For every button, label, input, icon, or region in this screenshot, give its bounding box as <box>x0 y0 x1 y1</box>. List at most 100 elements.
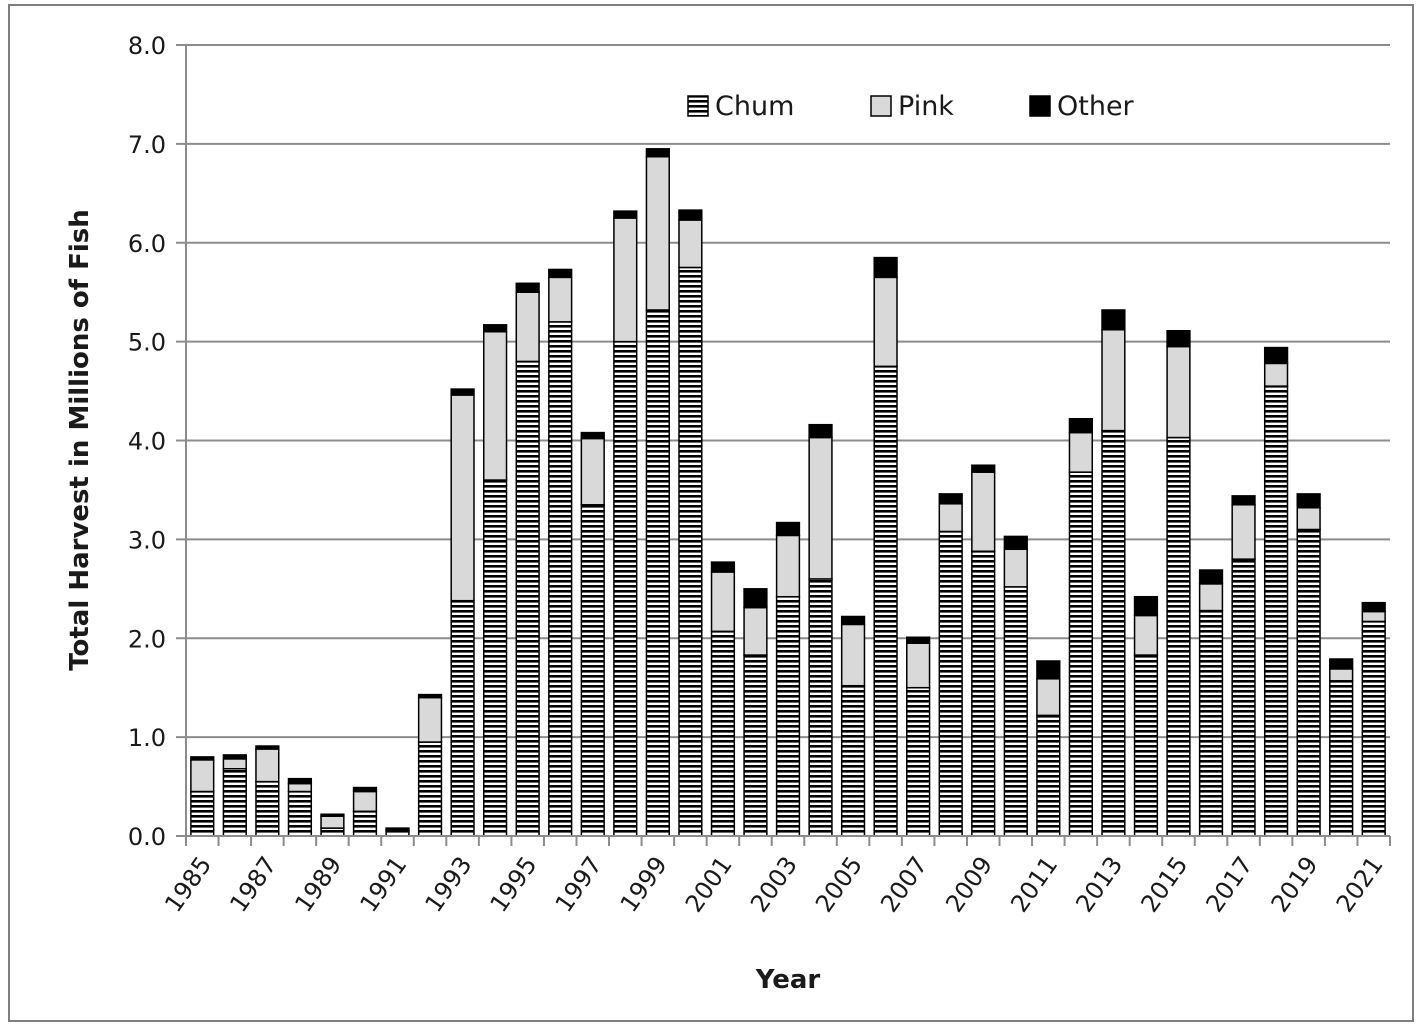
bar-segment-pink <box>1198 583 1224 612</box>
bar-segment-other <box>417 693 443 699</box>
bar-segment-pink <box>515 291 540 363</box>
bar-segment-pink <box>548 276 573 323</box>
y-tick-label: 2.0 <box>128 625 166 653</box>
x-tick-label: 2013 <box>1070 851 1128 917</box>
y-tick-label: 3.0 <box>128 526 166 554</box>
bar-segment-chum <box>710 630 736 837</box>
x-tick-label: 2007 <box>875 851 933 917</box>
bar-segment-chum <box>678 266 703 837</box>
bar-segment-pink <box>190 759 215 793</box>
bar-segment-other <box>808 423 833 439</box>
bar-segment-chum <box>775 595 801 837</box>
x-tick-label: 1999 <box>615 851 673 917</box>
bar-segment-pink <box>1166 345 1191 439</box>
bar-segment-chum <box>613 340 638 837</box>
bar-segment-other <box>906 636 931 644</box>
legend-swatch-other <box>1029 95 1051 117</box>
bar-segment-other <box>1361 601 1386 613</box>
bar-segment-other <box>1296 493 1321 509</box>
bar-segment-other <box>450 388 475 396</box>
x-tick-label: 2009 <box>940 851 998 917</box>
x-tick-label: 1987 <box>224 851 282 917</box>
x-tick-label: 1997 <box>550 851 608 917</box>
x-tick-label: 2011 <box>1005 851 1063 917</box>
bar-segment-chum <box>1198 609 1224 837</box>
x-tick-label: 2003 <box>745 851 803 917</box>
bar-segment-chum <box>255 780 280 837</box>
bar-segment-other <box>287 777 313 785</box>
bar-segment-other <box>1003 535 1028 551</box>
bar-segment-pink <box>1329 668 1354 682</box>
bar-segment-chum <box>222 768 247 837</box>
y-axis-title: Total Harvest in Millions of Fish <box>65 209 95 671</box>
bar-segment-pink <box>613 217 638 343</box>
bar-segment-pink <box>743 606 768 656</box>
bar-segment-other <box>1263 346 1289 365</box>
bar-segment-chum <box>1003 586 1028 837</box>
bar-segment-pink <box>1231 504 1256 560</box>
bar-segment-chum <box>840 684 866 837</box>
y-tick-labels: 0.0 1.0 2.0 3.0 4.0 5.0 6.0 7.0 8.0 <box>128 32 166 851</box>
bar-segment-chum <box>1036 714 1061 837</box>
bar-segment-other <box>1101 309 1126 331</box>
x-tick-label: 2005 <box>810 851 868 917</box>
bar-segment-pink <box>1361 610 1386 623</box>
bar-segment-other <box>385 827 410 831</box>
x-tick-label: 2017 <box>1201 851 1259 917</box>
bar-segment-other <box>515 282 540 293</box>
bar-segment-pink <box>482 330 508 481</box>
bars <box>190 148 1386 837</box>
bar-segment-other <box>352 786 378 793</box>
y-tick-label: 6.0 <box>128 230 166 258</box>
bar-segment-pink <box>1296 506 1321 531</box>
x-tick-label: 1985 <box>159 851 217 917</box>
bar-segment-chum <box>906 686 931 837</box>
bar-segment-other <box>1068 417 1094 434</box>
bar-segment-other <box>548 268 573 279</box>
bar-segment-pink <box>320 815 345 829</box>
x-axis-title: Year <box>755 965 821 995</box>
bar-segment-other <box>255 745 280 750</box>
bar-segment-chum <box>450 599 475 837</box>
legend-label-other: Other <box>1057 91 1135 122</box>
bar-segment-chum <box>1068 471 1094 837</box>
bar-segment-other <box>840 615 866 626</box>
bar-segment-other <box>873 256 898 279</box>
bar-segment-chum <box>417 741 443 837</box>
y-tick-label: 5.0 <box>128 329 166 357</box>
legend-label-pink: Pink <box>898 91 954 122</box>
bar-segment-pink <box>710 571 736 633</box>
bar-segment-other <box>190 756 215 761</box>
bar-segment-other <box>482 324 508 333</box>
bar-segment-chum <box>1296 528 1321 837</box>
bar-segment-other <box>1166 329 1191 348</box>
bar-segment-pink <box>775 534 801 598</box>
bar-segment-chum <box>743 654 768 837</box>
bar-segment-pink <box>417 696 443 743</box>
bar-segment-other <box>1198 569 1224 585</box>
bar-segment-other <box>938 493 963 505</box>
x-tick-label: 2015 <box>1135 851 1193 917</box>
bar-segment-other <box>710 561 736 573</box>
bar-segment-other <box>222 754 247 760</box>
bar-segment-pink <box>840 623 866 687</box>
bar-segment-pink <box>808 436 833 580</box>
bar-segment-chum <box>287 790 313 837</box>
bar-segment-chum <box>971 550 996 837</box>
bar-segment-pink <box>873 276 898 368</box>
bar-segment-chum <box>938 530 963 837</box>
bar-segment-other <box>645 148 670 158</box>
bar-segment-other <box>320 813 345 817</box>
bar-segment-chum <box>580 504 605 837</box>
legend-swatch-chum <box>687 95 709 117</box>
y-tick-label: 0.0 <box>128 823 166 851</box>
x-tick-label: 2021 <box>1331 851 1389 917</box>
bar-segment-chum <box>1231 558 1256 837</box>
bar-segment-chum <box>1329 680 1354 837</box>
bar-segment-pink <box>287 782 313 793</box>
x-tick-labels: 1985 1987 1989 1991 1993 1995 1997 1999 2001 2003… <box>159 851 1388 917</box>
axes <box>185 45 1391 846</box>
y-tick-label: 1.0 <box>128 724 166 752</box>
bar-segment-pink <box>1036 678 1061 717</box>
